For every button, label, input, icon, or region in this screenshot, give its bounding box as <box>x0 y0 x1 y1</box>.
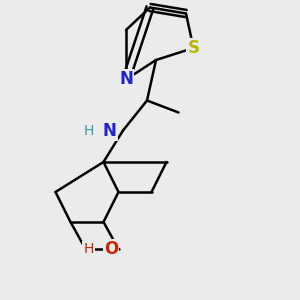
Text: H: H <box>83 124 94 137</box>
Text: H: H <box>83 242 94 256</box>
Text: N: N <box>119 70 133 88</box>
Text: O: O <box>104 240 118 258</box>
Text: S: S <box>188 39 200 57</box>
Text: N: N <box>103 122 116 140</box>
